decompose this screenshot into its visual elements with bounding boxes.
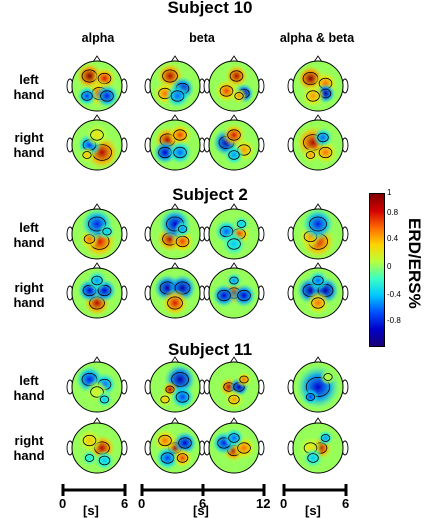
subject-10-title: Subject 10 xyxy=(167,0,253,17)
axis1-start: 0 xyxy=(59,496,67,511)
topomap-s11-left-beta2 xyxy=(203,356,265,413)
topomap-s2-left-beta1 xyxy=(144,203,206,260)
colorbar-tick: 1 xyxy=(387,188,392,197)
topomap-s2-right-beta2 xyxy=(203,262,265,319)
topomap-s11-left-alpha xyxy=(66,356,128,413)
colorbar-tick: -0.4 xyxy=(387,290,401,299)
column-header-beta: beta xyxy=(189,31,215,45)
topomap-s11-left-ab xyxy=(287,356,349,413)
subject-11-title: Subject 11 xyxy=(167,340,253,359)
topomap-s2-left-beta2 xyxy=(203,203,265,260)
axis2-mid: 6 xyxy=(199,496,207,511)
axis3-unit: [s] xyxy=(305,503,321,518)
topomap-s10-right-beta1 xyxy=(144,114,206,171)
topomap-s11-right-beta2 xyxy=(203,417,265,474)
topomap-s10-right-alpha xyxy=(66,114,128,171)
column-header-alpha-beta: alpha & beta xyxy=(279,31,355,45)
column-header-alpha: alpha xyxy=(81,31,115,45)
topomap-s10-right-beta2 xyxy=(203,114,265,171)
topomap-s2-left-alpha xyxy=(66,203,128,260)
subject-2-title: Subject 2 xyxy=(172,185,248,204)
row-label-s2-right: right hand xyxy=(13,280,45,310)
axis3-start: 0 xyxy=(280,496,288,511)
row-label-s11-right: right hand xyxy=(13,433,45,463)
row-label-s11-left: left hand xyxy=(13,373,45,403)
topomap-s2-right-alpha xyxy=(66,262,128,319)
colorbar-tick: 0.4 xyxy=(387,234,399,243)
topomap-s11-right-alpha xyxy=(66,417,128,474)
colorbar-tick: -0.8 xyxy=(387,316,401,325)
topomap-s10-right-ab xyxy=(287,114,349,171)
topomap-s10-left-alpha xyxy=(66,55,128,112)
axis2-start: 0 xyxy=(138,496,146,511)
topomap-s11-right-beta1 xyxy=(144,417,206,474)
axis2-unit: [s] xyxy=(193,503,209,518)
topomap-s2-right-ab xyxy=(287,262,349,319)
axis1-unit: [s] xyxy=(83,503,99,518)
colorbar xyxy=(369,193,385,347)
axis1-end: 6 xyxy=(121,496,129,511)
topomap-s10-left-beta1 xyxy=(144,55,206,112)
topomap-s10-left-ab xyxy=(287,55,349,112)
axis2-end: 12 xyxy=(256,496,271,511)
colorbar-tick: 0 xyxy=(387,262,392,271)
topomap-s2-right-beta1 xyxy=(144,262,206,319)
topomap-s10-left-beta2 xyxy=(203,55,265,112)
row-label-s10-left: left hand xyxy=(13,72,45,102)
topomap-s11-left-beta1 xyxy=(144,356,206,413)
row-label-s2-left: left hand xyxy=(13,220,45,250)
topomap-s2-left-ab xyxy=(287,203,349,260)
topomap-s11-right-ab xyxy=(287,417,349,474)
axis3-end: 6 xyxy=(342,496,350,511)
colorbar-tick: 0.8 xyxy=(387,208,399,217)
row-label-s10-right: right hand xyxy=(13,130,45,160)
